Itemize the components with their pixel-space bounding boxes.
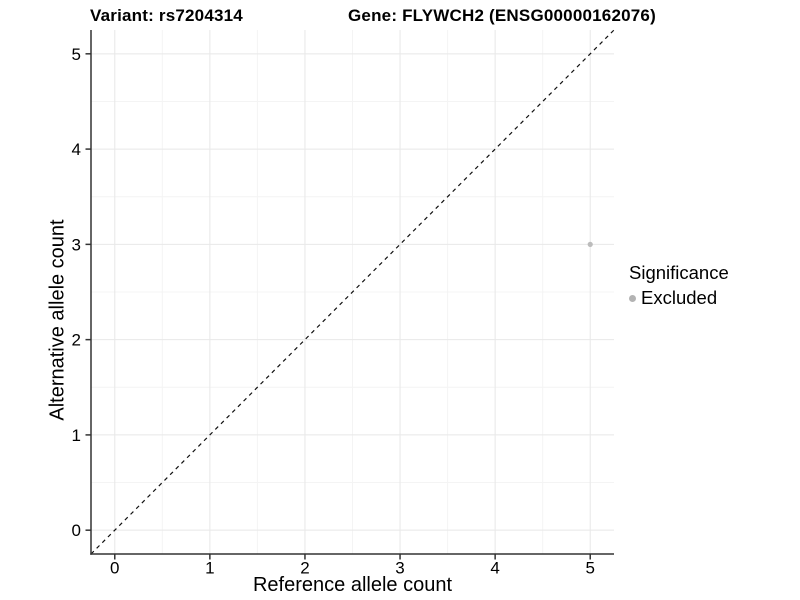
x-tick-label: 3 bbox=[395, 559, 404, 578]
legend: Significance Excluded bbox=[629, 262, 729, 309]
data-point bbox=[587, 241, 593, 247]
y-tick-label: 4 bbox=[72, 140, 81, 159]
x-tick-label: 5 bbox=[585, 559, 594, 578]
y-tick-label: 5 bbox=[72, 45, 81, 64]
x-tick-label: 4 bbox=[490, 559, 499, 578]
variant-title: Variant: rs7204314 bbox=[90, 6, 243, 25]
identity-dashed-line bbox=[90, 29, 615, 555]
excluded-point-icon bbox=[629, 294, 636, 302]
y-tick-label: 0 bbox=[72, 521, 81, 540]
y-tick-label: 1 bbox=[72, 426, 81, 445]
gene-title: Gene: FLYWCH2 (ENSG00000162076) bbox=[348, 6, 656, 25]
legend-item-excluded: Excluded bbox=[629, 287, 729, 309]
x-tick-label: 1 bbox=[205, 559, 214, 578]
x-tick-label: 2 bbox=[300, 559, 309, 578]
y-axis-title: Alternative allele count bbox=[46, 219, 69, 421]
y-tick-label: 3 bbox=[72, 235, 81, 254]
legend-title: Significance bbox=[629, 262, 729, 283]
x-axis-title: Reference allele count bbox=[252, 574, 452, 596]
y-tick-label: 2 bbox=[72, 331, 81, 350]
legend-item-label: Excluded bbox=[641, 287, 718, 308]
x-tick-label: 0 bbox=[110, 559, 119, 578]
